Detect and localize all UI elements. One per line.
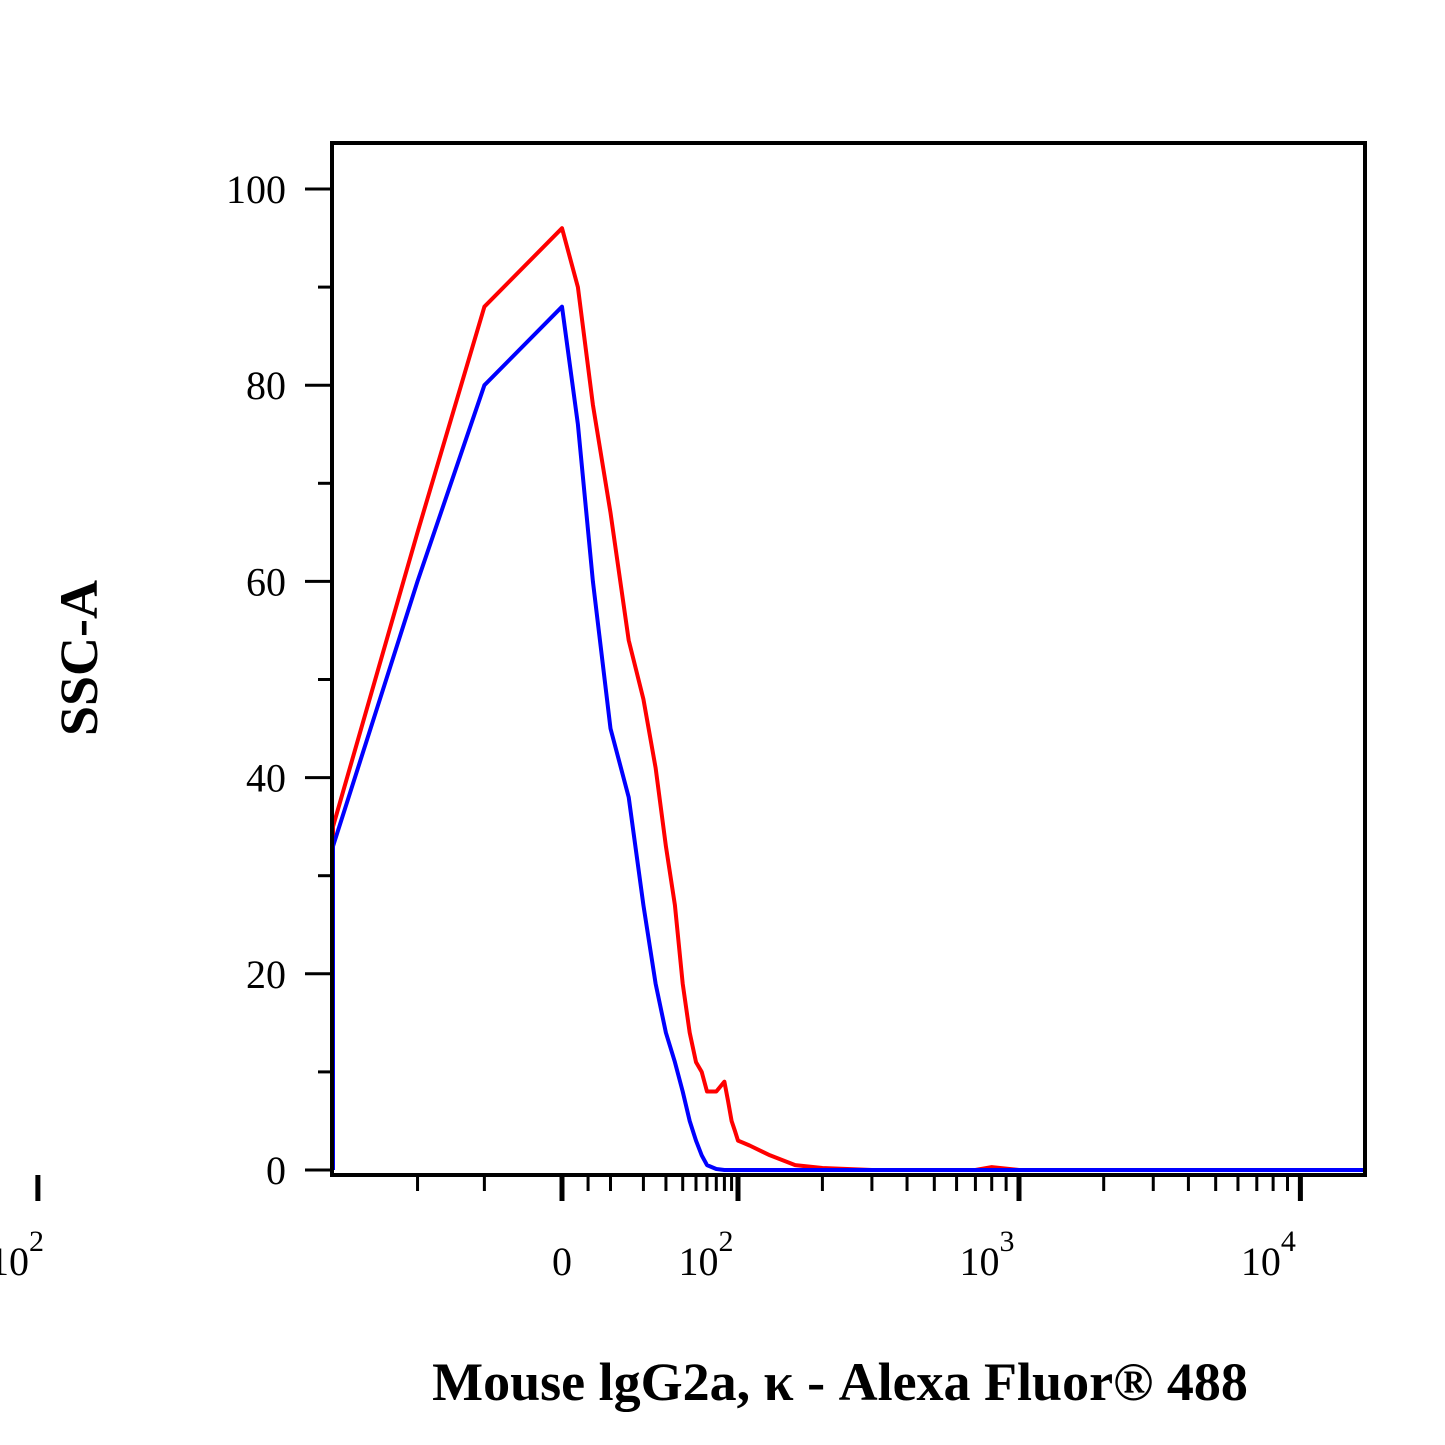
x-tick-label: -102 — [0, 1225, 44, 1284]
series-line-blue — [331, 304, 1364, 1172]
x-axis-title: Mouse lgG2a, κ - Alexa Fluor® 488 — [432, 1352, 1248, 1412]
series-line-red — [331, 226, 1364, 1172]
x-tick-label: 104 — [1241, 1225, 1296, 1284]
y-axis: 0 20 40 60 80 100 — [226, 143, 334, 1193]
y-tick-label: 40 — [246, 756, 286, 801]
y-axis-title: SSC-A — [49, 580, 109, 736]
svg-text:-102: -102 — [0, 1225, 44, 1284]
series-layer — [331, 226, 1364, 1172]
x-tick-label: 0 — [552, 1239, 572, 1284]
plot-frame — [330, 141, 1367, 1177]
svg-text:103: 103 — [960, 1225, 1015, 1284]
x-axis: -102 0 102 103 104 — [0, 1175, 1303, 1284]
x-tick-label: 102 — [679, 1225, 734, 1284]
y-tick-label: 100 — [226, 167, 286, 212]
y-tick-label: 0 — [266, 1148, 286, 1193]
svg-text:0: 0 — [552, 1239, 572, 1284]
x-tick-label: 103 — [960, 1225, 1015, 1284]
svg-text:104: 104 — [1241, 1225, 1296, 1284]
y-tick-label: 80 — [246, 363, 286, 408]
y-tick-label: 60 — [246, 559, 286, 604]
svg-text:102: 102 — [679, 1225, 734, 1284]
y-tick-label: 20 — [246, 952, 286, 997]
